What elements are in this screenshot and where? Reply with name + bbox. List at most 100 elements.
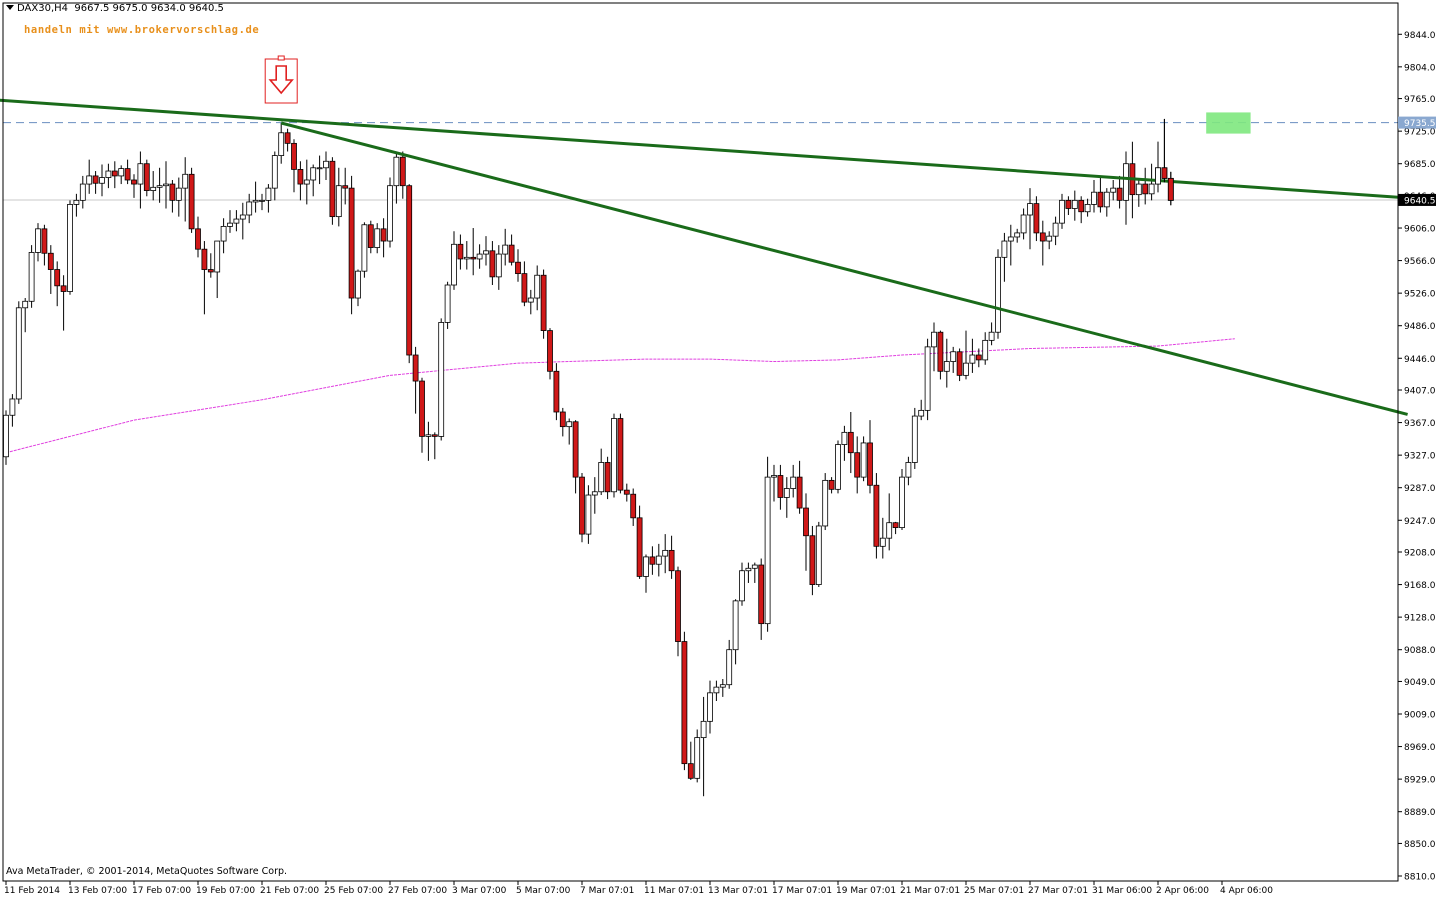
candle[interactable] [387, 177, 393, 248]
candle[interactable] [316, 155, 323, 185]
candle[interactable] [751, 562, 758, 583]
candle[interactable] [1007, 224, 1014, 266]
candle[interactable] [566, 418, 573, 445]
candle[interactable] [540, 269, 547, 339]
trendline-1[interactable] [0, 98, 1408, 200]
candle[interactable] [611, 413, 617, 498]
candle[interactable] [399, 151, 406, 199]
candle[interactable] [719, 679, 726, 697]
candle[interactable] [79, 175, 86, 209]
candle[interactable] [1001, 232, 1008, 282]
candle[interactable] [617, 413, 624, 494]
candle[interactable] [860, 436, 867, 482]
candle[interactable] [118, 165, 125, 185]
candle[interactable] [527, 289, 534, 315]
candle[interactable] [246, 193, 253, 224]
candle[interactable] [207, 253, 214, 278]
candle[interactable] [310, 164, 317, 197]
sell-arrow-icon[interactable] [264, 55, 298, 104]
candle[interactable] [131, 174, 137, 198]
candle[interactable] [1052, 216, 1059, 246]
candle[interactable] [982, 332, 989, 365]
candle[interactable] [623, 483, 630, 502]
candle[interactable] [937, 330, 944, 380]
candle[interactable] [86, 159, 93, 194]
candle[interactable] [559, 407, 566, 437]
candle[interactable] [918, 399, 925, 421]
candle[interactable] [271, 151, 278, 201]
candle[interactable] [201, 241, 208, 315]
candle[interactable] [969, 338, 976, 373]
candle[interactable] [188, 167, 195, 233]
candle[interactable] [303, 159, 310, 205]
candle[interactable] [745, 562, 752, 583]
candle[interactable] [342, 167, 349, 205]
candle[interactable] [367, 220, 374, 254]
candle[interactable] [348, 175, 355, 315]
candle[interactable] [99, 164, 105, 197]
trendline-2[interactable] [280, 121, 1408, 416]
candle[interactable] [329, 157, 336, 225]
candle[interactable] [1046, 231, 1053, 250]
candle[interactable] [668, 535, 675, 579]
candle[interactable] [175, 177, 182, 217]
candle[interactable] [675, 566, 681, 657]
candle[interactable] [803, 493, 809, 571]
candle[interactable] [1020, 208, 1027, 240]
candle[interactable] [15, 301, 22, 404]
candle[interactable] [143, 159, 150, 197]
candle[interactable] [3, 410, 9, 465]
candle[interactable] [1110, 179, 1117, 201]
candle[interactable] [278, 123, 285, 164]
candle[interactable] [1027, 188, 1033, 250]
candle[interactable] [380, 218, 387, 258]
candle[interactable] [335, 167, 342, 227]
candle[interactable] [521, 261, 528, 307]
candle[interactable] [470, 228, 477, 276]
candle[interactable] [995, 249, 1001, 339]
candle[interactable] [1059, 193, 1065, 229]
candle[interactable] [604, 456, 611, 500]
candle[interactable] [252, 181, 259, 213]
candle[interactable] [1039, 220, 1046, 266]
candle[interactable] [150, 171, 157, 201]
candle[interactable] [323, 151, 329, 180]
candle[interactable] [873, 473, 880, 559]
candle[interactable] [9, 394, 16, 427]
candle[interactable] [911, 407, 918, 469]
candle[interactable] [655, 543, 662, 577]
candle[interactable] [259, 193, 265, 211]
candle[interactable] [1123, 151, 1129, 225]
candle[interactable] [502, 228, 509, 266]
candle[interactable] [476, 244, 483, 269]
candle[interactable] [483, 236, 489, 266]
candle[interactable] [406, 184, 413, 364]
candle[interactable] [892, 521, 899, 535]
candle[interactable] [931, 322, 937, 372]
candle[interactable] [771, 464, 777, 502]
candle[interactable] [393, 151, 400, 204]
candle[interactable] [694, 729, 701, 783]
candle[interactable] [431, 432, 438, 460]
candle[interactable] [489, 241, 496, 286]
dropdown-triangle-icon[interactable] [6, 5, 14, 10]
candle[interactable] [988, 322, 995, 346]
candle[interactable] [630, 488, 637, 526]
candle[interactable] [163, 161, 169, 209]
candle[interactable] [227, 210, 233, 233]
candle[interactable] [643, 554, 649, 593]
candle[interactable] [726, 639, 733, 689]
candle[interactable] [879, 517, 886, 559]
candle[interactable] [598, 448, 605, 496]
candle[interactable] [943, 338, 950, 388]
candle[interactable] [265, 184, 272, 213]
candle[interactable] [438, 318, 445, 441]
candle[interactable] [700, 696, 707, 797]
candle[interactable] [508, 234, 515, 266]
candle[interactable] [732, 599, 739, 665]
candle[interactable] [579, 473, 585, 543]
candle[interactable] [636, 505, 643, 579]
candle[interactable] [47, 245, 54, 294]
candle[interactable] [220, 218, 227, 254]
